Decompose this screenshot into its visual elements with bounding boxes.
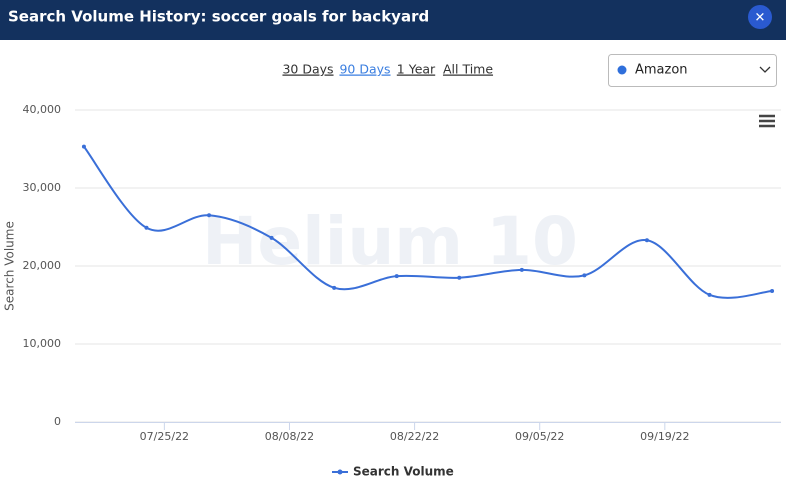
x-tick-label: 08/22/22 bbox=[390, 430, 439, 443]
marketplace-dropdown[interactable] bbox=[608, 54, 777, 87]
y-tick-label: 10,000 bbox=[23, 337, 62, 350]
legend-dot bbox=[337, 469, 343, 475]
x-tick-label: 08/08/22 bbox=[265, 430, 314, 443]
data-point[interactable] bbox=[770, 288, 775, 293]
data-point[interactable] bbox=[144, 225, 149, 230]
y-tick-label: 20,000 bbox=[23, 259, 62, 272]
y-tick-label: 40,000 bbox=[23, 103, 62, 116]
range-tab[interactable]: 30 Days bbox=[282, 62, 333, 77]
dropdown-label[interactable]: Amazon bbox=[635, 63, 688, 78]
series-line bbox=[83, 146, 773, 299]
y-tick-label: 0 bbox=[54, 415, 61, 428]
x-tick-label: 07/25/22 bbox=[140, 430, 189, 443]
close-button[interactable] bbox=[748, 5, 772, 29]
data-point[interactable] bbox=[457, 275, 462, 280]
watermark: Helium 10 bbox=[202, 203, 578, 280]
data-point[interactable] bbox=[207, 213, 212, 218]
data-point[interactable] bbox=[332, 285, 337, 290]
dropdown-chevron bbox=[759, 66, 771, 73]
data-point[interactable] bbox=[519, 267, 524, 272]
dropdown-dot bbox=[617, 65, 627, 75]
data-point[interactable] bbox=[582, 273, 587, 278]
chart-menu[interactable] bbox=[759, 114, 775, 128]
x-tick-label: 09/05/22 bbox=[515, 430, 564, 443]
close-icon[interactable]: ✕ bbox=[755, 11, 766, 26]
range-tab[interactable]: 90 Days bbox=[339, 62, 390, 77]
data-point[interactable] bbox=[394, 274, 399, 279]
x-tick-label: 09/19/22 bbox=[640, 430, 689, 443]
header-bar bbox=[0, 0, 786, 40]
y-axis-title: Search Volume bbox=[3, 221, 17, 311]
data-point[interactable] bbox=[269, 235, 274, 240]
data-point[interactable] bbox=[707, 292, 712, 297]
y-tick-label: 30,000 bbox=[23, 181, 62, 194]
header-title: Search Volume History: soccer goals for … bbox=[8, 8, 429, 26]
data-point[interactable] bbox=[644, 238, 649, 243]
data-point[interactable] bbox=[81, 144, 86, 149]
range-tab[interactable]: 1 Year bbox=[397, 62, 436, 77]
legend-label[interactable]: Search Volume bbox=[353, 465, 454, 479]
range-tab[interactable]: All Time bbox=[443, 62, 493, 77]
